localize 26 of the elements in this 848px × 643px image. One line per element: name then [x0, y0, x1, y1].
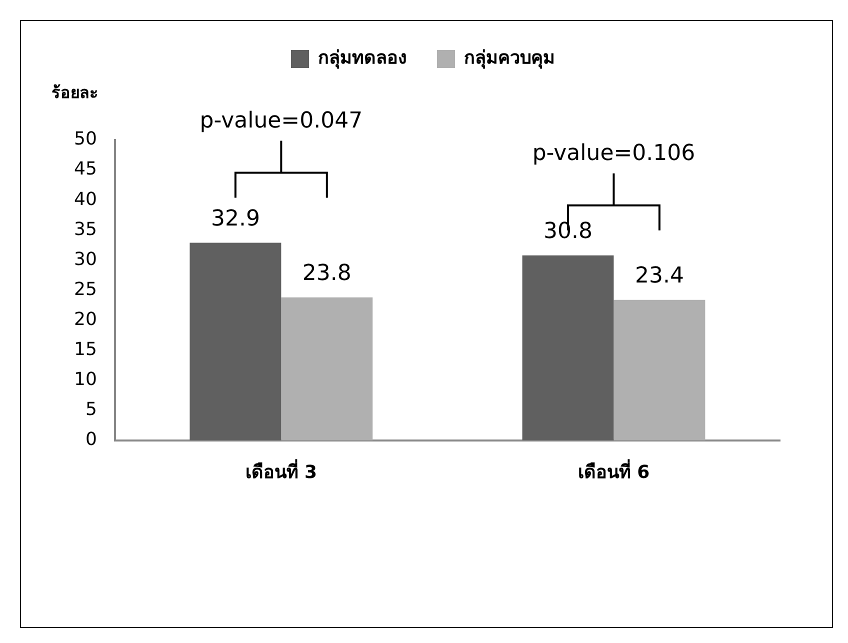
data-label: 32.9 — [210, 206, 260, 232]
y-tick-label: 20 — [74, 308, 97, 330]
x-tick-label: เดือนที่ 6 — [578, 458, 650, 483]
legend-label: กลุ่มทดลอง — [318, 48, 407, 70]
bar — [522, 255, 614, 440]
bar — [190, 242, 282, 440]
annotation: p-value=0.106 — [532, 141, 696, 166]
y-tick-label: 35 — [74, 218, 97, 240]
y-tick-label: 25 — [74, 278, 97, 300]
legend-label: กลุ่มควบคุม — [464, 48, 555, 70]
y-axis-title: ร้อยละ — [51, 83, 98, 102]
y-tick-label: 5 — [85, 399, 97, 420]
y-tick-label: 10 — [74, 368, 97, 390]
y-tick-label: 50 — [74, 128, 97, 150]
y-tick-label: 40 — [74, 188, 97, 210]
y-tick-label: 30 — [74, 248, 97, 270]
y-tick-label: 0 — [85, 429, 97, 450]
data-label: 30.8 — [544, 219, 592, 244]
data-label: 23.4 — [634, 264, 684, 289]
bar — [281, 297, 373, 440]
y-tick-label: 45 — [74, 158, 97, 180]
text: p-value=0.047 — [200, 108, 363, 134]
y-tick-label: 15 — [74, 338, 97, 360]
data-label: 23.8 — [302, 261, 352, 286]
bar — [614, 300, 706, 440]
x-tick-label: เดือนที่ 3 — [245, 458, 318, 483]
